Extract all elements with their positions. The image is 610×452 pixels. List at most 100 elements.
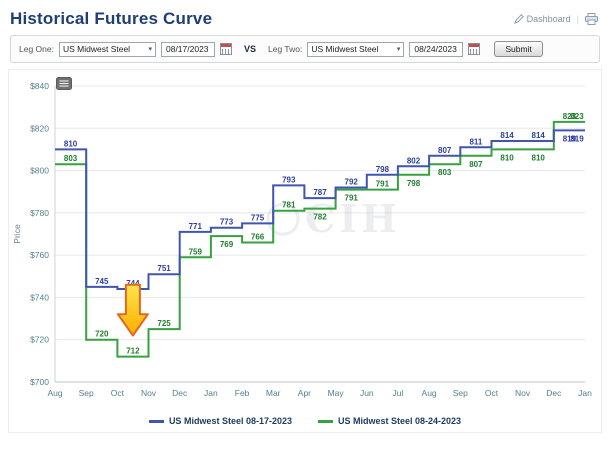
svg-text:720: 720 [95,330,109,339]
svg-text:Sep: Sep [79,388,94,398]
svg-text:Jun: Jun [360,388,374,398]
svg-text:807: 807 [438,146,452,155]
svg-text:$820: $820 [30,123,49,133]
svg-text:802: 802 [407,156,421,165]
svg-text:773: 773 [220,218,234,227]
svg-text:Oct: Oct [485,388,499,398]
svg-text:769: 769 [220,240,234,249]
legend-item-leg-one[interactable]: US Midwest Steel 08-17-2023 [148,416,292,426]
svg-text:Dec: Dec [172,388,188,398]
svg-text:Aug: Aug [422,388,437,398]
leg-two-date-input[interactable]: 08/24/2023 [409,41,464,57]
leg-one-date-input[interactable]: 08/17/2023 [160,41,215,57]
print-button[interactable] [585,13,598,25]
svg-text:791: 791 [345,194,359,203]
leg-two-calendar-icon[interactable] [468,43,481,55]
svg-text:819: 819 [570,134,584,143]
chart-container: $700 $720 $740 $760 $780 $800 $820 $840 Aug Sep Oc… [8,69,602,433]
svg-text:814: 814 [500,131,514,140]
header-separator: | [576,14,579,24]
printer-icon [585,13,598,25]
svg-text:791: 791 [376,180,390,189]
svg-text:766: 766 [251,233,265,242]
svg-text:751: 751 [157,264,171,273]
svg-text:782: 782 [313,213,327,222]
legend-item-leg-two[interactable]: US Midwest Steel 08-24-2023 [318,416,461,426]
svg-text:Jan: Jan [204,388,218,398]
leg-two-date-value: 08/24/2023 [414,44,457,54]
svg-text:781: 781 [282,201,296,210]
legend-swatch-blue [148,419,164,423]
vs-label: VS [243,44,256,54]
svg-text:807: 807 [469,160,483,169]
chevron-down-icon: ▾ [396,46,401,53]
svg-text:745: 745 [95,277,109,286]
page-header: Historical Futures Curve Dashboard | [0,0,610,34]
svg-text:793: 793 [282,175,296,184]
svg-text:811: 811 [469,137,482,146]
svg-text:$780: $780 [30,208,49,218]
svg-text:$720: $720 [30,335,49,345]
svg-text:Oct: Oct [111,388,125,398]
legend-label-leg-one: US Midwest Steel 08-17-2023 [168,416,292,426]
dashboard-link[interactable]: Dashboard [513,14,571,24]
legend-label-leg-two: US Midwest Steel 08-24-2023 [338,416,462,426]
svg-text:Nov: Nov [515,388,531,398]
svg-text:823: 823 [570,112,584,121]
svg-text:792: 792 [345,178,359,187]
svg-text:810: 810 [64,139,78,148]
svg-text:803: 803 [438,168,452,177]
svg-text:Nov: Nov [141,388,157,398]
submit-button[interactable]: Submit [494,41,543,57]
svg-text:$700: $700 [30,377,49,387]
leg-two-symbol-select[interactable]: US Midwest Steel ▾ [307,41,405,57]
svg-text:814: 814 [532,131,546,140]
page-title: Historical Futures Curve [10,9,213,28]
svg-text:$760: $760 [30,250,49,260]
legend-swatch-green [318,419,333,423]
svg-text:771: 771 [189,222,203,231]
svg-text:$740: $740 [30,292,49,302]
svg-text:803: 803 [64,154,78,163]
dashboard-label: Dashboard [526,14,571,24]
leg-two-label: Leg Two: [268,44,303,54]
chevron-down-icon: ▾ [148,46,152,53]
svg-text:Dec: Dec [546,388,562,398]
svg-text:712: 712 [126,347,140,356]
svg-text:CIH: CIH [305,196,401,241]
svg-text:810: 810 [532,153,546,162]
leg-one-label: Leg One: [19,44,54,54]
futures-chart: $700 $720 $740 $760 $780 $800 $820 $840 Aug Sep Oc… [12,81,592,398]
leg-one-date-value: 08/17/2023 [165,44,209,54]
svg-text:787: 787 [313,188,327,197]
svg-text:Feb: Feb [235,388,250,398]
svg-text:Price: Price [12,224,22,244]
svg-text:725: 725 [157,319,171,328]
svg-text:Aug: Aug [47,388,62,398]
leg-two-symbol-value: US Midwest Steel [311,44,379,54]
leg-one-symbol-value: US Midwest Steel [62,44,131,54]
leg-one-symbol-select[interactable]: US Midwest Steel ▾ [58,41,156,57]
svg-text:819: 819 [563,134,577,143]
svg-text:May: May [328,388,345,398]
svg-text:744: 744 [126,279,140,288]
svg-text:Mar: Mar [266,388,281,398]
svg-text:$840: $840 [30,81,49,91]
svg-text:775: 775 [251,213,265,222]
svg-text:759: 759 [189,247,203,256]
chart-export-menu-icon[interactable] [56,77,72,95]
svg-text:810: 810 [500,153,514,162]
svg-text:Jan: Jan [578,388,592,398]
svg-text:798: 798 [376,165,390,174]
svg-text:Apr: Apr [298,388,311,398]
leg-one-calendar-icon[interactable] [219,43,232,55]
svg-text:$800: $800 [30,166,49,176]
header-links: Dashboard | [513,13,598,25]
svg-text:Sep: Sep [453,388,468,398]
svg-text:823: 823 [563,112,577,121]
chart-legend: US Midwest Steel 08-17-2023 US Midwest S… [11,413,599,432]
pencil-icon [513,14,524,24]
svg-text:Jul: Jul [392,388,403,398]
svg-text:798: 798 [407,179,421,188]
controls-bar: Leg One: US Midwest Steel ▾ 08/17/2023 V… [10,35,600,63]
